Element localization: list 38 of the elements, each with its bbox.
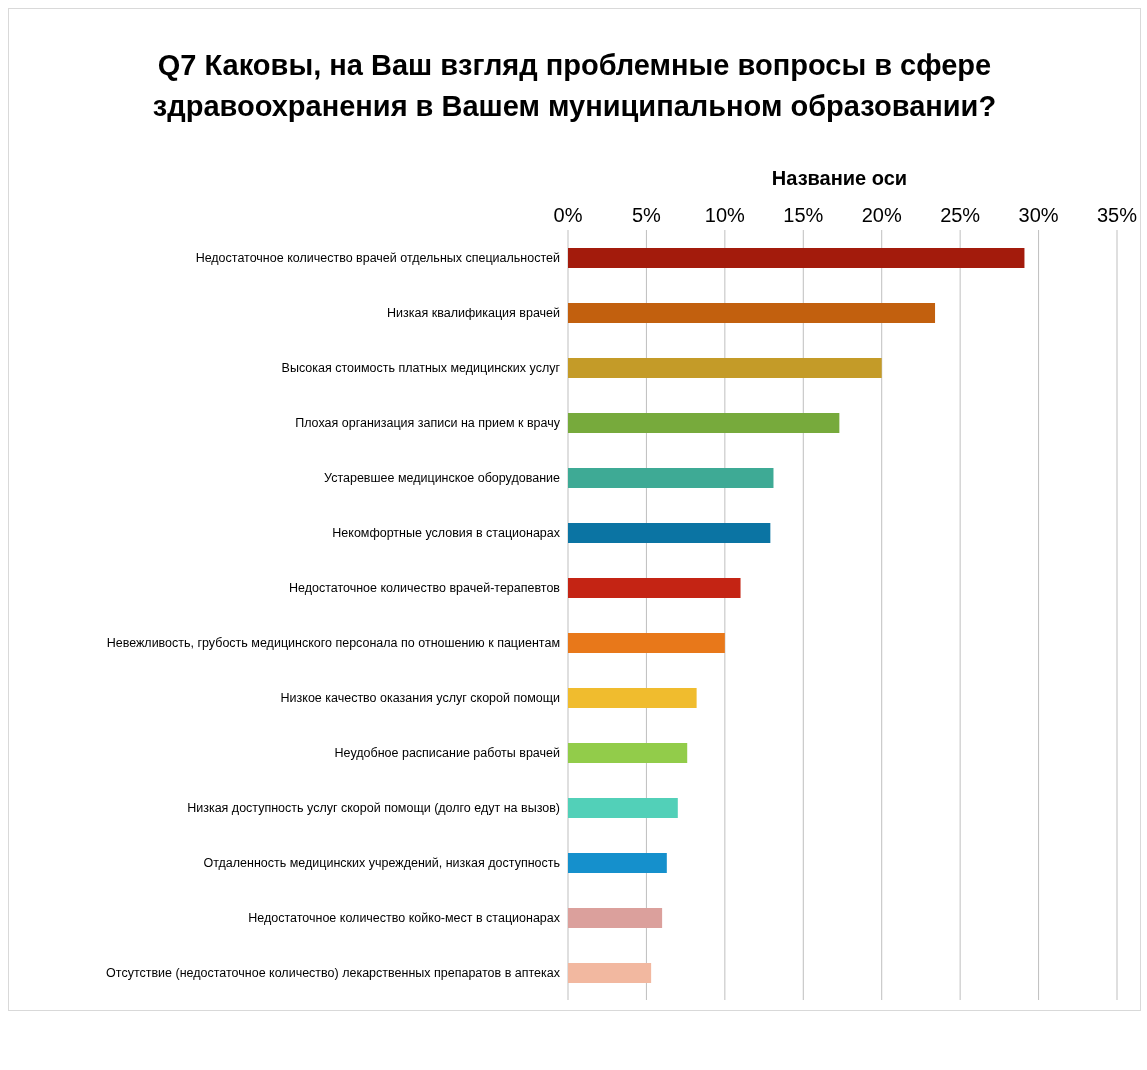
y-tick-label: Высокая стоимость платных медицинских услуг	[281, 360, 561, 375]
bar	[568, 963, 652, 983]
y-tick-label: Низкая доступность услуг скорой помощи (долго едут на вызов)	[187, 800, 560, 815]
bar	[568, 578, 741, 598]
x-tick-label: 25%	[940, 204, 981, 226]
x-tick-label: 10%	[704, 204, 746, 226]
bar	[568, 908, 663, 928]
y-tick-label: Устаревшее медицинское оборудование	[324, 470, 561, 485]
x-tick-label: 35%	[1096, 204, 1138, 226]
y-tick-label: Некомфортные условия в стационарах	[332, 525, 561, 540]
y-tick-label: Неудобное расписание работы врачей	[334, 745, 561, 760]
x-tick-label: 30%	[1018, 204, 1059, 226]
y-tick-label: Недостаточное количество врачей-терапевтов	[288, 580, 561, 595]
bar	[568, 468, 774, 488]
y-tick-label: Отсутствие (недостаточное количество) лекарственных препаратов в аптеках	[106, 965, 561, 980]
bar	[568, 248, 1025, 268]
bar	[568, 413, 840, 433]
bar	[568, 523, 771, 543]
x-tick-label: 0%	[553, 204, 583, 226]
bar	[568, 633, 725, 653]
bar	[568, 743, 688, 763]
chart-title: Q7 Каковы, на Ваш взгляд проблемные вопросы в сфере здравоохранения в Вашем муниципальном образовании?	[151, 48, 998, 124]
bar	[568, 358, 882, 378]
y-tick-label: Недостаточное количество койко-мест в стационарах	[248, 910, 561, 925]
bar	[568, 303, 936, 323]
y-tick-label: Недостаточное количество врачей отдельных специальностей	[195, 250, 560, 265]
x-tick-label: 15%	[783, 204, 824, 226]
x-tick-label: 20%	[861, 204, 902, 226]
y-tick-label: Плохая организация записи на прием к врачу	[295, 415, 561, 430]
bar	[568, 853, 667, 873]
y-tick-label: Отдаленность медицинских учреждений, низкая доступность	[203, 855, 560, 870]
y-tick-label: Низкая квалификация врачей	[387, 305, 561, 320]
y-tick-label: Низкое качество оказания услуг скорой помощи	[280, 690, 561, 705]
bar	[568, 798, 678, 818]
y-tick-label: Невежливость, грубость медицинского персонала по отношению к пациентам	[106, 635, 560, 650]
x-tick-label: 5%	[631, 204, 662, 226]
bar	[568, 688, 697, 708]
x-axis-title: Название оси	[770, 167, 909, 190]
